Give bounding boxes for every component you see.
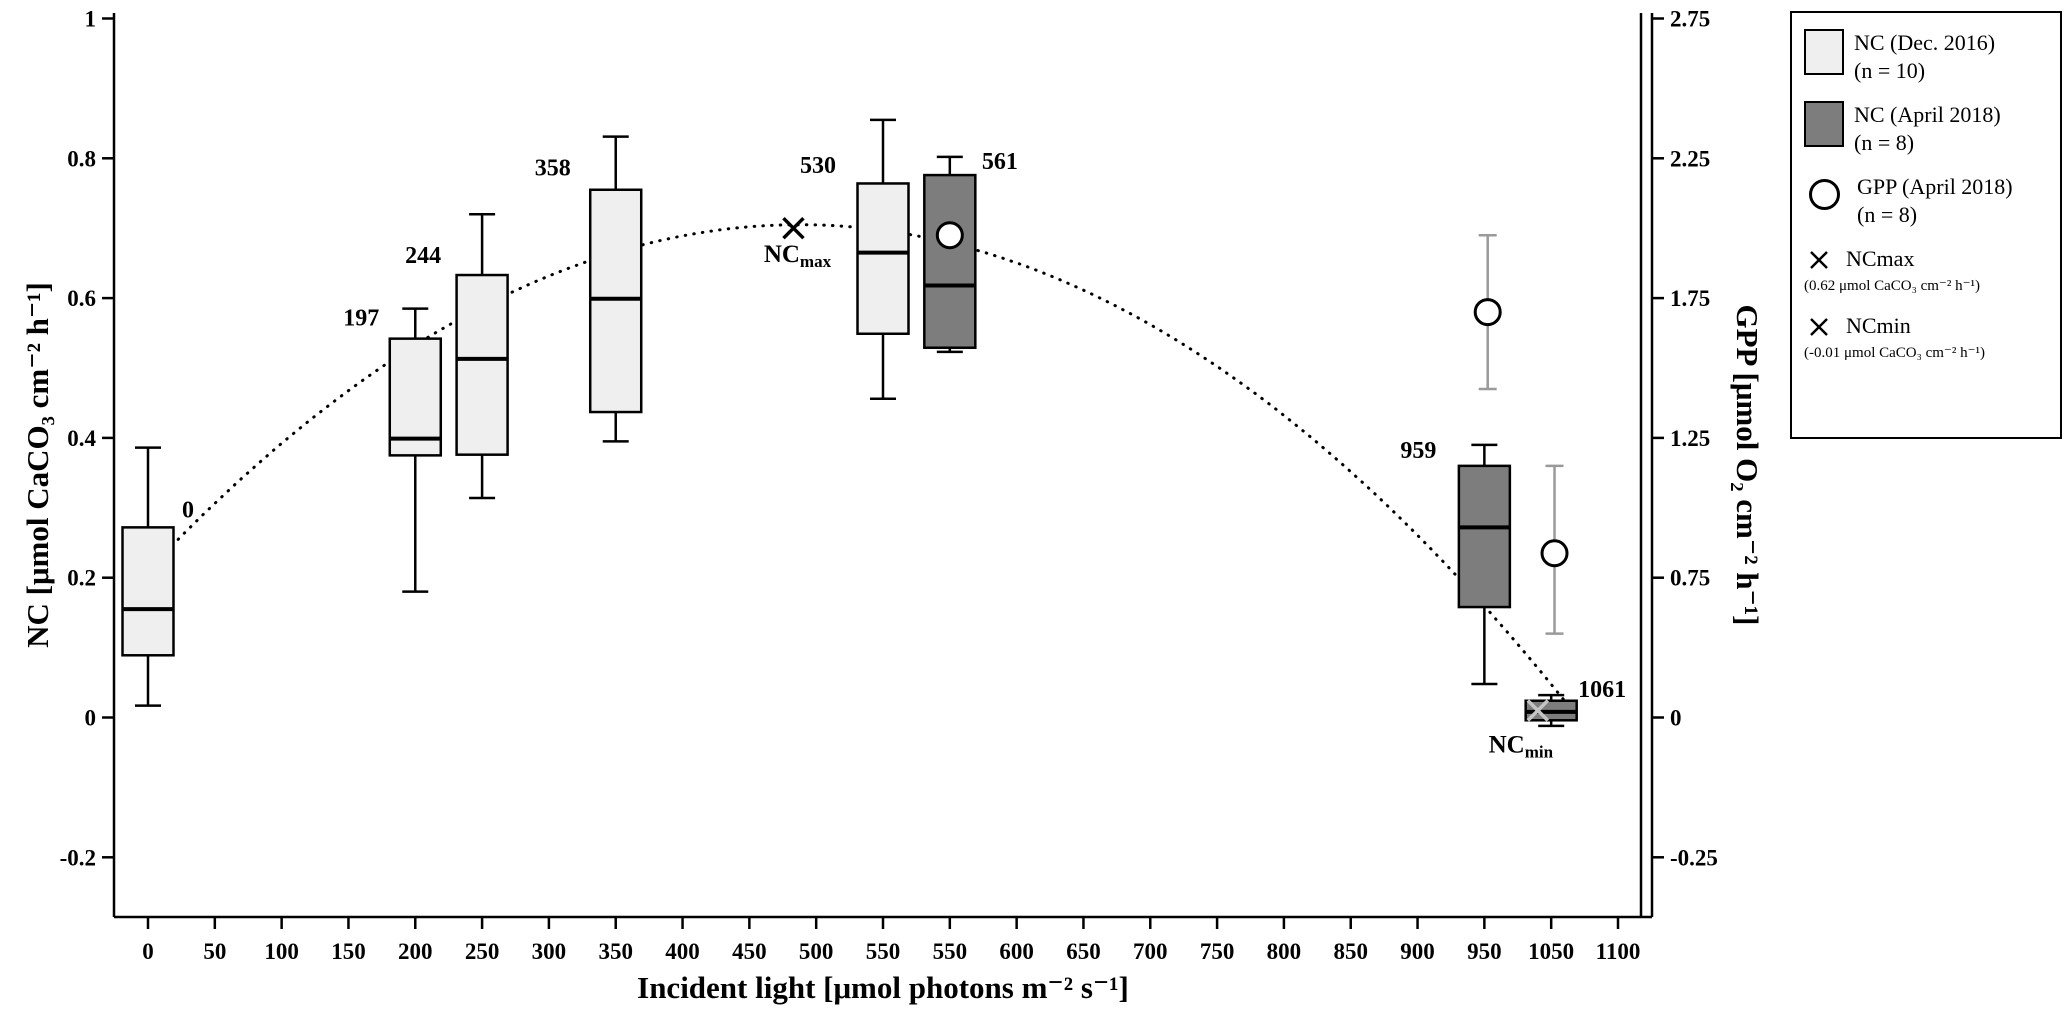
- legend-text: GPP (April 2018) (n = 8): [1857, 173, 2013, 228]
- y-left-tick-label: 0: [85, 706, 97, 731]
- box: [588, 188, 643, 414]
- x-tick-label: 400: [665, 939, 700, 964]
- legend-item-ncmin: NCmin (-0.01 μmol CaCO₃ cm⁻² h⁻¹): [1804, 312, 2048, 362]
- nc-april-2018-box-swatch: [1804, 101, 1844, 147]
- x-tick-label: 450: [732, 939, 767, 964]
- x-tick-label: 900: [1400, 939, 1435, 964]
- y-axis-left-title: NC [μmol CaCO₃ cm⁻² h⁻¹]: [20, 282, 55, 648]
- y-right-tick-label: 2.75: [1670, 7, 1710, 32]
- nc-dec-2016-box-swatch: [1804, 29, 1844, 75]
- x-tick-label: 750: [1200, 939, 1235, 964]
- legend-sub: (n = 8): [1854, 129, 1915, 155]
- gpp-circle: [1540, 539, 1569, 568]
- box-label: 244: [405, 243, 441, 269]
- series-nc-april-2018-: 561 959 1061: [923, 149, 1626, 728]
- box: [856, 182, 910, 335]
- legend-text: NCmin: [1804, 312, 1911, 340]
- box-label: 358: [535, 156, 571, 182]
- legend-item-nc-april-2018: NC (April 2018) (n = 8): [1804, 101, 2048, 156]
- y-axis-right-title: GPP [μmol O₂ cm⁻² h⁻¹]: [1730, 304, 1765, 626]
- y-left-tick-label: 1: [85, 7, 97, 32]
- legend-text: NC (April 2018) (n = 8): [1854, 101, 2001, 156]
- x-tick-label: 600: [999, 939, 1034, 964]
- x-tick-label: 1100: [1596, 939, 1641, 964]
- x-tick-label: 550: [933, 939, 968, 964]
- ncmax-label: NCmax: [764, 241, 832, 271]
- legend-item-gpp: GPP (April 2018) (n = 8): [1804, 173, 2048, 228]
- x-tick-label: 700: [1133, 939, 1168, 964]
- legend-label: GPP (April 2018): [1857, 174, 2013, 199]
- box-label: 561: [982, 149, 1018, 175]
- x-axis-title: Incident light [μmol photons m⁻² s⁻¹]: [637, 970, 1129, 1005]
- legend-label: NC (Dec. 2016): [1854, 30, 1996, 55]
- y-left-tick-label: 0.6: [67, 286, 96, 311]
- x-tick-label: 250: [465, 939, 500, 964]
- x-tick-label: 350: [598, 939, 633, 964]
- x-tick-label: 800: [1267, 939, 1302, 964]
- x-tick-label: 950: [1467, 939, 1502, 964]
- x-marker-icon: [782, 216, 805, 240]
- legend-label: NCmax: [1846, 246, 1915, 271]
- legend-sub: (0.62 μmol CaCO₃ cm⁻² h⁻¹): [1804, 277, 1981, 294]
- box: [121, 526, 175, 657]
- x-tick-label: 150: [331, 939, 366, 964]
- box: [388, 337, 443, 457]
- x-tick-label: 1050: [1528, 939, 1574, 964]
- box-label: 1061: [1578, 677, 1626, 703]
- x-tick-label: 300: [532, 939, 567, 964]
- x-tick-label: 550: [866, 939, 901, 964]
- x-marker-icon: [1526, 699, 1550, 722]
- gpp-circle-icon: [1809, 179, 1840, 210]
- gpp-points: [935, 221, 1569, 635]
- y-left-tick-label: -0.2: [60, 845, 96, 870]
- series-nc-dec-2016-: 0 197 244 358 530: [121, 118, 910, 707]
- box: [923, 173, 977, 349]
- x-marker-icon: [1810, 250, 1828, 269]
- legend-item-ncmax: NCmax (0.62 μmol CaCO₃ cm⁻² h⁻¹): [1804, 245, 2048, 295]
- y-right-tick-label: 0: [1670, 706, 1682, 731]
- y-left-tick-label: 0.4: [67, 426, 96, 451]
- ncmin-marker: NCmin: [1489, 699, 1554, 762]
- legend-sub: (n = 10): [1854, 57, 1926, 83]
- gpp-circle: [935, 221, 964, 250]
- box-label: 530: [800, 153, 836, 179]
- legend-sub: (n = 8): [1857, 201, 1918, 227]
- legend-label: NC (April 2018): [1854, 102, 2001, 127]
- legend-text: NCmax: [1804, 245, 1914, 273]
- legend-item-nc-dec-2016: NC (Dec. 2016) (n = 10): [1804, 29, 2048, 84]
- box: [455, 273, 509, 456]
- ncmin-label: NCmin: [1489, 732, 1554, 762]
- box-label: 959: [1400, 438, 1436, 464]
- y-right-tick-label: 1.25: [1670, 426, 1710, 451]
- box-label: 197: [343, 306, 379, 332]
- box: [1457, 464, 1512, 609]
- x-tick-label: 650: [1066, 939, 1101, 964]
- x-marker-icon: [1810, 318, 1828, 336]
- y-right-tick-label: 1.75: [1670, 286, 1710, 311]
- y-left-tick-label: 0.2: [67, 566, 96, 591]
- y-left-tick-label: 0.8: [67, 146, 96, 171]
- x-tick-label: 50: [203, 939, 226, 964]
- x-tick-label: 500: [799, 939, 834, 964]
- x-tick-label: 850: [1333, 939, 1368, 964]
- legend: NC (Dec. 2016) (n = 10) NC (April 2018) …: [1790, 11, 2062, 439]
- y-right-tick-label: 2.25: [1670, 146, 1710, 171]
- legend-text: NC (Dec. 2016) (n = 10): [1854, 29, 1995, 84]
- y-right-tick-label: 0.75: [1670, 566, 1710, 591]
- y-right-tick-label: -0.25: [1670, 845, 1718, 870]
- axes: 1 2.75 0.8 2.25 0.6 1.75 0.4 1.25 0.2 0.75 0 0 -0.2 -…: [60, 7, 1718, 965]
- x-tick-label: 100: [264, 939, 299, 964]
- gpp-circle: [1473, 298, 1502, 327]
- legend-label: NCmin: [1846, 313, 1911, 339]
- x-tick-label: 0: [142, 939, 154, 964]
- legend-sub: (-0.01 μmol CaCO₃ cm⁻² h⁻¹): [1804, 344, 1985, 361]
- x-tick-label: 200: [398, 939, 433, 964]
- ncmax-marker: NCmax: [764, 216, 832, 271]
- box-label: 0: [182, 498, 194, 524]
